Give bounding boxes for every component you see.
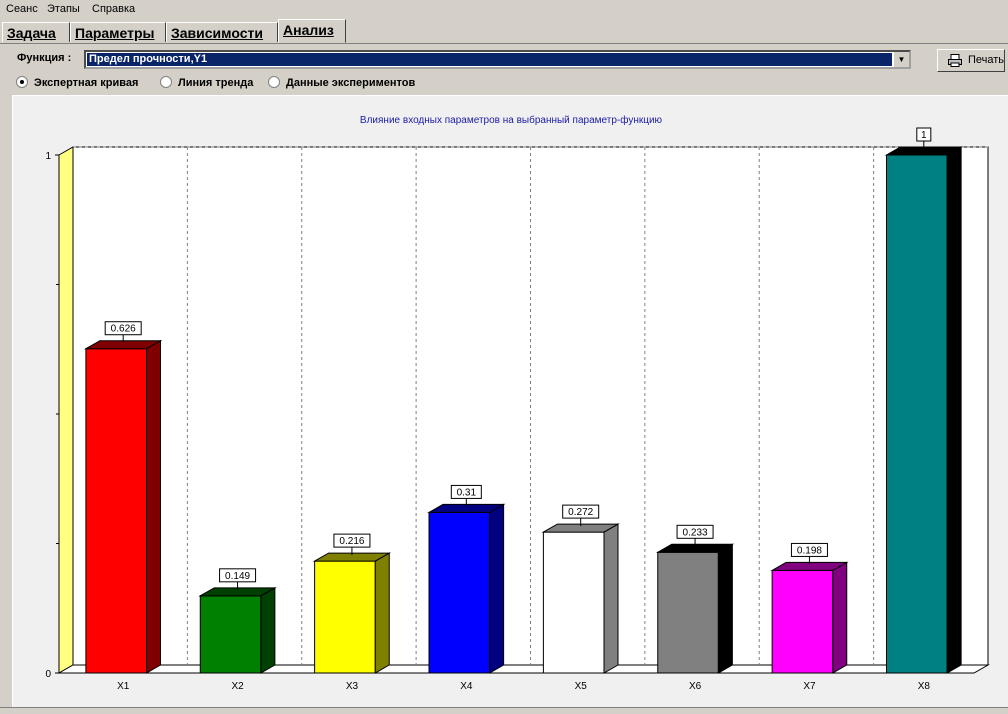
tab-bar: Задача Параметры Зависимости Анализ <box>0 19 1008 44</box>
radio-experiment-data[interactable]: Данные экспериментов <box>268 75 415 91</box>
menu-bar: Сеанс Этапы Справка <box>0 0 1008 18</box>
radio-trend-line[interactable]: Линия тренда <box>160 75 253 91</box>
value-label-box <box>104 321 142 336</box>
x-tick-label: X3 <box>346 681 359 692</box>
chart-floor <box>57 664 990 674</box>
radio-trend-line-label: Линия тренда <box>178 77 254 89</box>
tab-task[interactable]: Задача <box>2 22 70 42</box>
value-label: 1 <box>921 130 927 141</box>
value-label: 0.149 <box>225 571 250 582</box>
radio-experiment-data-label: Данные экспериментов <box>286 77 416 89</box>
function-selected-value: Предел прочности,Y1 <box>87 53 892 66</box>
tab-dependencies[interactable]: Зависимости <box>166 22 278 42</box>
printer-icon <box>948 54 962 67</box>
value-label-box <box>219 568 257 583</box>
x-tick-label: X5 <box>575 681 588 692</box>
print-button-label: Печать <box>968 54 1005 66</box>
value-label-box <box>333 533 371 548</box>
bar-top-x7 <box>770 561 849 571</box>
menu-help[interactable]: Справка <box>92 3 136 15</box>
tab-analysis[interactable]: Анализ <box>278 19 346 43</box>
y-tick-label: 1 <box>45 151 51 162</box>
bar-side-x1 <box>145 339 161 674</box>
bar-x2 <box>199 595 262 674</box>
radio-unchecked-icon <box>268 76 280 88</box>
chart-title: Влияние входных параметров на выбранный … <box>359 115 663 126</box>
radio-expert-curve[interactable]: Экспертная кривая <box>16 75 138 91</box>
bar-top-x8 <box>884 146 964 156</box>
x-tick-label: X8 <box>918 681 931 692</box>
x-tick-label: X2 <box>231 681 244 692</box>
status-strip <box>0 707 1008 714</box>
x-tick-label: X6 <box>689 681 702 692</box>
bar-x4 <box>428 511 491 674</box>
value-label-box <box>562 504 600 519</box>
bar-top-x4 <box>427 503 506 513</box>
chart-panel: Влияние входных параметров на выбранный … <box>12 95 1008 707</box>
bar-x6 <box>657 551 719 674</box>
bar-x5 <box>542 531 605 674</box>
value-label: 0.216 <box>339 536 364 547</box>
bar-side-x8 <box>946 146 962 674</box>
radio-expert-curve-label: Экспертная кривая <box>34 77 139 89</box>
value-label-box <box>790 542 828 557</box>
bar-top-x3 <box>312 552 392 562</box>
bar-side-x3 <box>374 552 390 674</box>
menu-stages[interactable]: Этапы <box>47 3 80 15</box>
bar-top-x6 <box>655 543 735 553</box>
x-tick-label: X1 <box>117 681 130 692</box>
chart-left-wall <box>58 146 74 674</box>
value-label-box <box>916 127 932 142</box>
value-label: 0.31 <box>457 487 477 498</box>
bar-x7 <box>771 569 834 674</box>
tab-parameters[interactable]: Параметры <box>70 22 166 42</box>
value-label-box <box>676 524 714 539</box>
bar-side-x7 <box>832 561 848 674</box>
value-label: 0.626 <box>111 324 136 335</box>
value-label: 0.233 <box>683 527 708 538</box>
menu-session[interactable]: Сеанс <box>6 3 38 15</box>
x-tick-label: X4 <box>460 681 473 692</box>
radio-unchecked-icon <box>160 76 172 88</box>
bar-top-x2 <box>198 587 277 597</box>
value-label-box <box>450 484 482 499</box>
chevron-down-icon[interactable]: ▼ <box>893 52 909 67</box>
function-label: Функция : <box>17 52 72 64</box>
bar-top-x1 <box>83 340 163 350</box>
bar-x3 <box>314 560 376 674</box>
bar-side-x4 <box>489 503 505 674</box>
bar-side-x5 <box>603 523 619 674</box>
print-button[interactable]: Печать <box>937 49 1005 72</box>
bar-x8 <box>886 154 948 674</box>
x-tick-label: X7 <box>803 681 816 692</box>
value-label: 0.272 <box>568 507 593 518</box>
function-select[interactable]: Предел прочности,Y1 ▼ <box>84 50 911 69</box>
bar-x1 <box>85 348 147 674</box>
y-tick-label: 0 <box>45 669 51 680</box>
bar-side-x2 <box>260 586 276 674</box>
bar-top-x5 <box>541 523 620 533</box>
bar-side-x6 <box>717 543 733 674</box>
value-label: 0.198 <box>797 545 822 556</box>
bar-chart: 0 1 0.626 X1 0.149 X2 0.216 X3 0.31 X4 0.272 X5 0.23… <box>45 127 990 692</box>
radio-checked-icon <box>16 76 28 88</box>
